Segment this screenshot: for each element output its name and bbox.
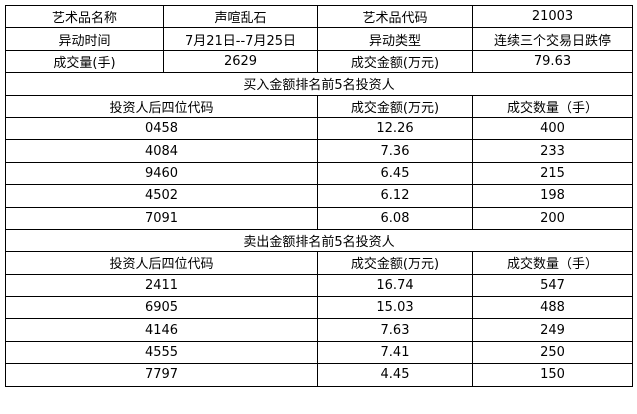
- quantity: 233: [472, 139, 633, 163]
- investor-code: 4146: [5, 318, 318, 342]
- table-row: 7091 6.08 200: [5, 206, 633, 230]
- table-row: 4555 7.41 250: [5, 340, 633, 365]
- investor-code: 4084: [5, 139, 318, 163]
- investor-code: 0458: [5, 116, 318, 141]
- info-value: 21003: [472, 4, 633, 29]
- table-row: 4502 6.12 198: [5, 184, 633, 208]
- info-value: 2629: [163, 49, 318, 74]
- buy-section-title: 买入金额排名前5名投资人: [5, 72, 633, 96]
- quantity: 400: [472, 116, 633, 141]
- table-row: 7797 4.45 150: [5, 363, 633, 387]
- header-row: 投资人后四位代码 成交金额(万元) 成交数量（手）: [5, 94, 633, 118]
- info-value: 7月21日--7月25日: [163, 27, 318, 51]
- sell-section-title: 卖出金额排名前5名投资人: [5, 228, 633, 253]
- info-label: 成交量(手): [5, 49, 164, 74]
- info-row: 艺术品名称 声喧乱石 艺术品代码 21003: [5, 4, 633, 29]
- abnormal-trading-table: 艺术品名称 声喧乱石 艺术品代码 21003 异动时间 7月21日--7月25日 异动类型连…: [5, 4, 633, 387]
- info-label: 艺术品代码: [317, 4, 473, 29]
- table-row: 9460 6.45 215: [5, 161, 633, 186]
- info-label: 艺术品名称: [5, 4, 164, 29]
- info-row: 异动时间 7月21日--7月25日 异动类型 连续三个交易日跌停: [5, 27, 633, 51]
- investor-code: 7091: [5, 206, 318, 230]
- investor-code: 4555: [5, 340, 318, 365]
- info-label: 成交金额(万元): [317, 49, 473, 74]
- quantity: 488: [472, 296, 633, 320]
- amount: 7.63: [317, 318, 473, 342]
- quantity: 200: [472, 206, 633, 230]
- amount: 7.41: [317, 340, 473, 365]
- amount: 6.45: [317, 161, 473, 186]
- table-row: 4084 7.36 233: [5, 139, 633, 163]
- section-title: 卖出金额排名前5名投资人: [5, 228, 633, 253]
- info-value: 79.63: [472, 49, 633, 74]
- amount: 16.74: [317, 273, 473, 298]
- quantity: 547: [472, 273, 633, 298]
- table-row: 6905 15.03 488: [5, 296, 633, 320]
- column-header: 成交金额(万元): [317, 251, 473, 275]
- table-row: 2411 16.74 547: [5, 273, 633, 298]
- investor-code: 9460: [5, 161, 318, 186]
- column-header: 投资人后四位代码: [5, 94, 318, 118]
- info-value: 声喧乱石: [163, 4, 318, 29]
- column-header: 成交金额(万元): [317, 94, 473, 118]
- investor-code: 6905: [5, 296, 318, 320]
- investor-code: 2411: [5, 273, 318, 298]
- quantity: 198: [472, 184, 633, 208]
- amount: 6.08: [317, 206, 473, 230]
- table-row: 4146 7.63 249: [5, 318, 633, 342]
- quantity: 249: [472, 318, 633, 342]
- info-label: 异动类型: [317, 27, 473, 51]
- info-row: 成交量(手) 2629 成交金额(万元) 79.63: [5, 49, 633, 74]
- amount: 15.03: [317, 296, 473, 320]
- column-header: 成交数量（手）: [472, 94, 633, 118]
- amount: 12.26: [317, 116, 473, 141]
- amount: 7.36: [317, 139, 473, 163]
- info-value: 连续三个交易日跌停: [472, 27, 633, 51]
- quantity: 150: [472, 363, 633, 387]
- table-row: 0458 12.26 400: [5, 116, 633, 141]
- amount: 4.45: [317, 363, 473, 387]
- investor-code: 7797: [5, 363, 318, 387]
- info-label: 异动时间: [5, 27, 164, 51]
- column-header: 投资人后四位代码: [5, 251, 318, 275]
- header-row: 投资人后四位代码 成交金额(万元) 成交数量（手）: [5, 251, 633, 275]
- quantity: 215: [472, 161, 633, 186]
- quantity: 250: [472, 340, 633, 365]
- section-title: 买入金额排名前5名投资人: [5, 72, 633, 96]
- amount: 6.12: [317, 184, 473, 208]
- column-header: 成交数量（手）: [472, 251, 633, 275]
- investor-code: 4502: [5, 184, 318, 208]
